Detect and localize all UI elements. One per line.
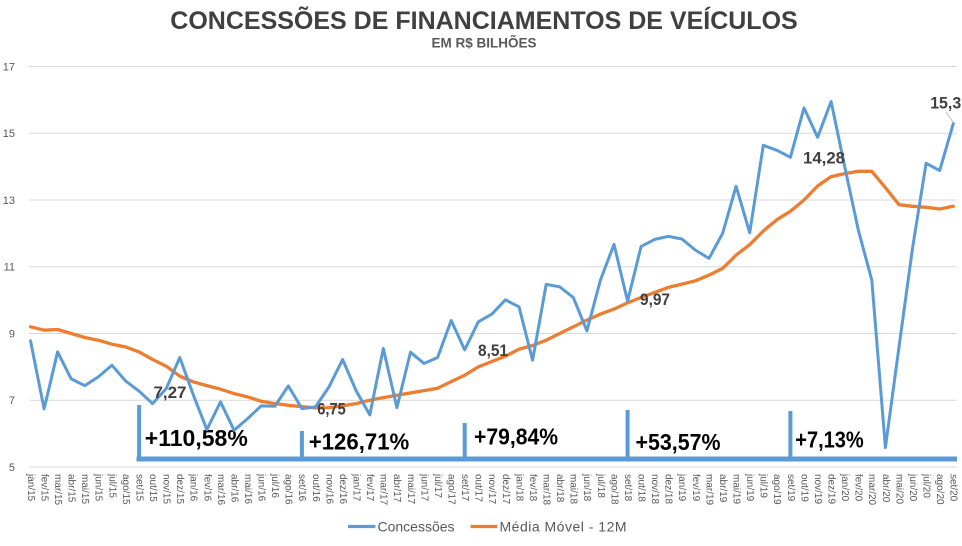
svg-text:mar/19: mar/19	[703, 474, 714, 506]
svg-text:jul/16: jul/16	[269, 473, 280, 498]
svg-text:mar/15: mar/15	[52, 474, 63, 506]
svg-text:abr/20: abr/20	[880, 474, 891, 503]
svg-text:jul/20: jul/20	[921, 473, 932, 498]
svg-text:mar/18: mar/18	[541, 474, 552, 506]
svg-text:5: 5	[9, 462, 15, 474]
svg-text:ago/18: ago/18	[608, 474, 619, 505]
svg-text:mar/20: mar/20	[866, 474, 877, 506]
svg-text:jun/16: jun/16	[256, 473, 267, 502]
svg-text:nov/17: nov/17	[486, 474, 497, 504]
svg-text:6,75: 6,75	[317, 401, 346, 419]
svg-text:dez/18: dez/18	[663, 474, 674, 504]
svg-text:jun/17: jun/17	[418, 473, 429, 502]
svg-text:jun/20: jun/20	[907, 473, 918, 502]
svg-text:jul/18: jul/18	[595, 473, 606, 498]
svg-text:9: 9	[9, 328, 15, 340]
svg-text:abr/16: abr/16	[228, 474, 239, 503]
svg-text:set/15: set/15	[133, 474, 144, 502]
svg-text:8,51: 8,51	[478, 342, 508, 360]
svg-text:fev/19: fev/19	[690, 474, 701, 502]
svg-text:jan/17: jan/17	[351, 473, 362, 502]
svg-text:mai/18: mai/18	[568, 474, 579, 504]
svg-text:out/16: out/16	[310, 474, 321, 502]
svg-text:dez/17: dez/17	[500, 474, 511, 504]
svg-text:14,28: 14,28	[803, 150, 845, 168]
svg-text:jan/16: jan/16	[188, 473, 199, 502]
svg-text:out/18: out/18	[636, 474, 647, 502]
svg-text:mar/17: mar/17	[378, 474, 389, 506]
svg-text:ago/16: ago/16	[283, 474, 294, 505]
svg-text:15: 15	[3, 128, 15, 140]
svg-text:ago/15: ago/15	[120, 474, 131, 505]
svg-text:ago/17: ago/17	[446, 474, 457, 505]
svg-text:jul/17: jul/17	[432, 473, 443, 498]
svg-text:nov/15: nov/15	[161, 474, 172, 504]
svg-text:abr/19: abr/19	[717, 474, 728, 503]
svg-text:13: 13	[3, 195, 15, 207]
svg-text:abr/18: abr/18	[554, 474, 565, 503]
svg-text:+7,13%: +7,13%	[795, 427, 864, 453]
svg-text:jan/19: jan/19	[676, 473, 687, 502]
svg-text:dez/15: dez/15	[174, 474, 185, 504]
svg-text:fev/16: fev/16	[201, 474, 212, 502]
svg-text:mai/20: mai/20	[893, 474, 904, 504]
svg-text:abr/15: abr/15	[66, 474, 77, 503]
svg-text:jan/20: jan/20	[839, 473, 850, 502]
svg-text:jun/19: jun/19	[744, 473, 755, 502]
svg-text:mai/17: mai/17	[405, 474, 416, 504]
svg-text:mai/15: mai/15	[79, 474, 90, 504]
svg-text:out/15: out/15	[147, 474, 158, 502]
svg-text:jun/18: jun/18	[581, 473, 592, 502]
svg-text:abr/17: abr/17	[391, 474, 402, 503]
svg-text:mar/16: mar/16	[215, 474, 226, 506]
svg-text:11: 11	[4, 262, 15, 274]
svg-text:jan/18: jan/18	[513, 473, 524, 502]
svg-text:out/17: out/17	[473, 474, 484, 502]
svg-text:Média Móvel - 12M: Média Móvel - 12M	[500, 519, 628, 535]
svg-text:+110,58%: +110,58%	[145, 425, 248, 451]
svg-text:nov/18: nov/18	[649, 474, 660, 504]
svg-text:ago/20: ago/20	[934, 474, 945, 505]
svg-text:17: 17	[3, 61, 15, 73]
svg-text:15,3: 15,3	[930, 95, 961, 113]
svg-text:+126,71%: +126,71%	[309, 429, 410, 455]
svg-text:jun/15: jun/15	[93, 473, 104, 502]
svg-text:out/19: out/19	[798, 474, 809, 502]
svg-text:mai/19: mai/19	[731, 474, 742, 504]
svg-text:set/19: set/19	[785, 474, 796, 502]
svg-text:7: 7	[9, 395, 15, 407]
svg-text:+53,57%: +53,57%	[636, 429, 721, 455]
svg-text:+79,84%: +79,84%	[474, 424, 558, 450]
svg-text:nov/16: nov/16	[323, 474, 334, 504]
svg-text:dez/16: dez/16	[337, 474, 348, 504]
svg-text:set/16: set/16	[296, 474, 307, 502]
svg-text:fev/15: fev/15	[38, 474, 49, 502]
svg-text:fev/18: fev/18	[527, 474, 538, 502]
svg-text:dez/19: dez/19	[826, 474, 837, 504]
svg-text:set/18: set/18	[622, 474, 633, 502]
svg-text:set/17: set/17	[459, 474, 470, 502]
svg-text:fev/17: fev/17	[364, 474, 375, 502]
svg-text:mai/16: mai/16	[242, 474, 253, 504]
svg-text:fev/20: fev/20	[853, 474, 864, 502]
svg-text:set/20: set/20	[948, 474, 959, 502]
svg-text:9,97: 9,97	[640, 291, 670, 309]
svg-text:nov/19: nov/19	[812, 474, 823, 504]
svg-text:Concessões: Concessões	[378, 519, 455, 535]
svg-text:jul/19: jul/19	[758, 473, 769, 498]
svg-text:ago/19: ago/19	[771, 474, 782, 505]
svg-text:jan/15: jan/15	[25, 473, 36, 502]
svg-text:EM R$ BILHÕES: EM R$ BILHÕES	[431, 36, 536, 51]
svg-text:jul/15: jul/15	[106, 473, 117, 498]
svg-text:7,27: 7,27	[154, 384, 187, 402]
svg-text:CONCESSÕES DE FINANCIAMENTOS D: CONCESSÕES DE FINANCIAMENTOS DE VEÍCULOS	[170, 5, 797, 35]
